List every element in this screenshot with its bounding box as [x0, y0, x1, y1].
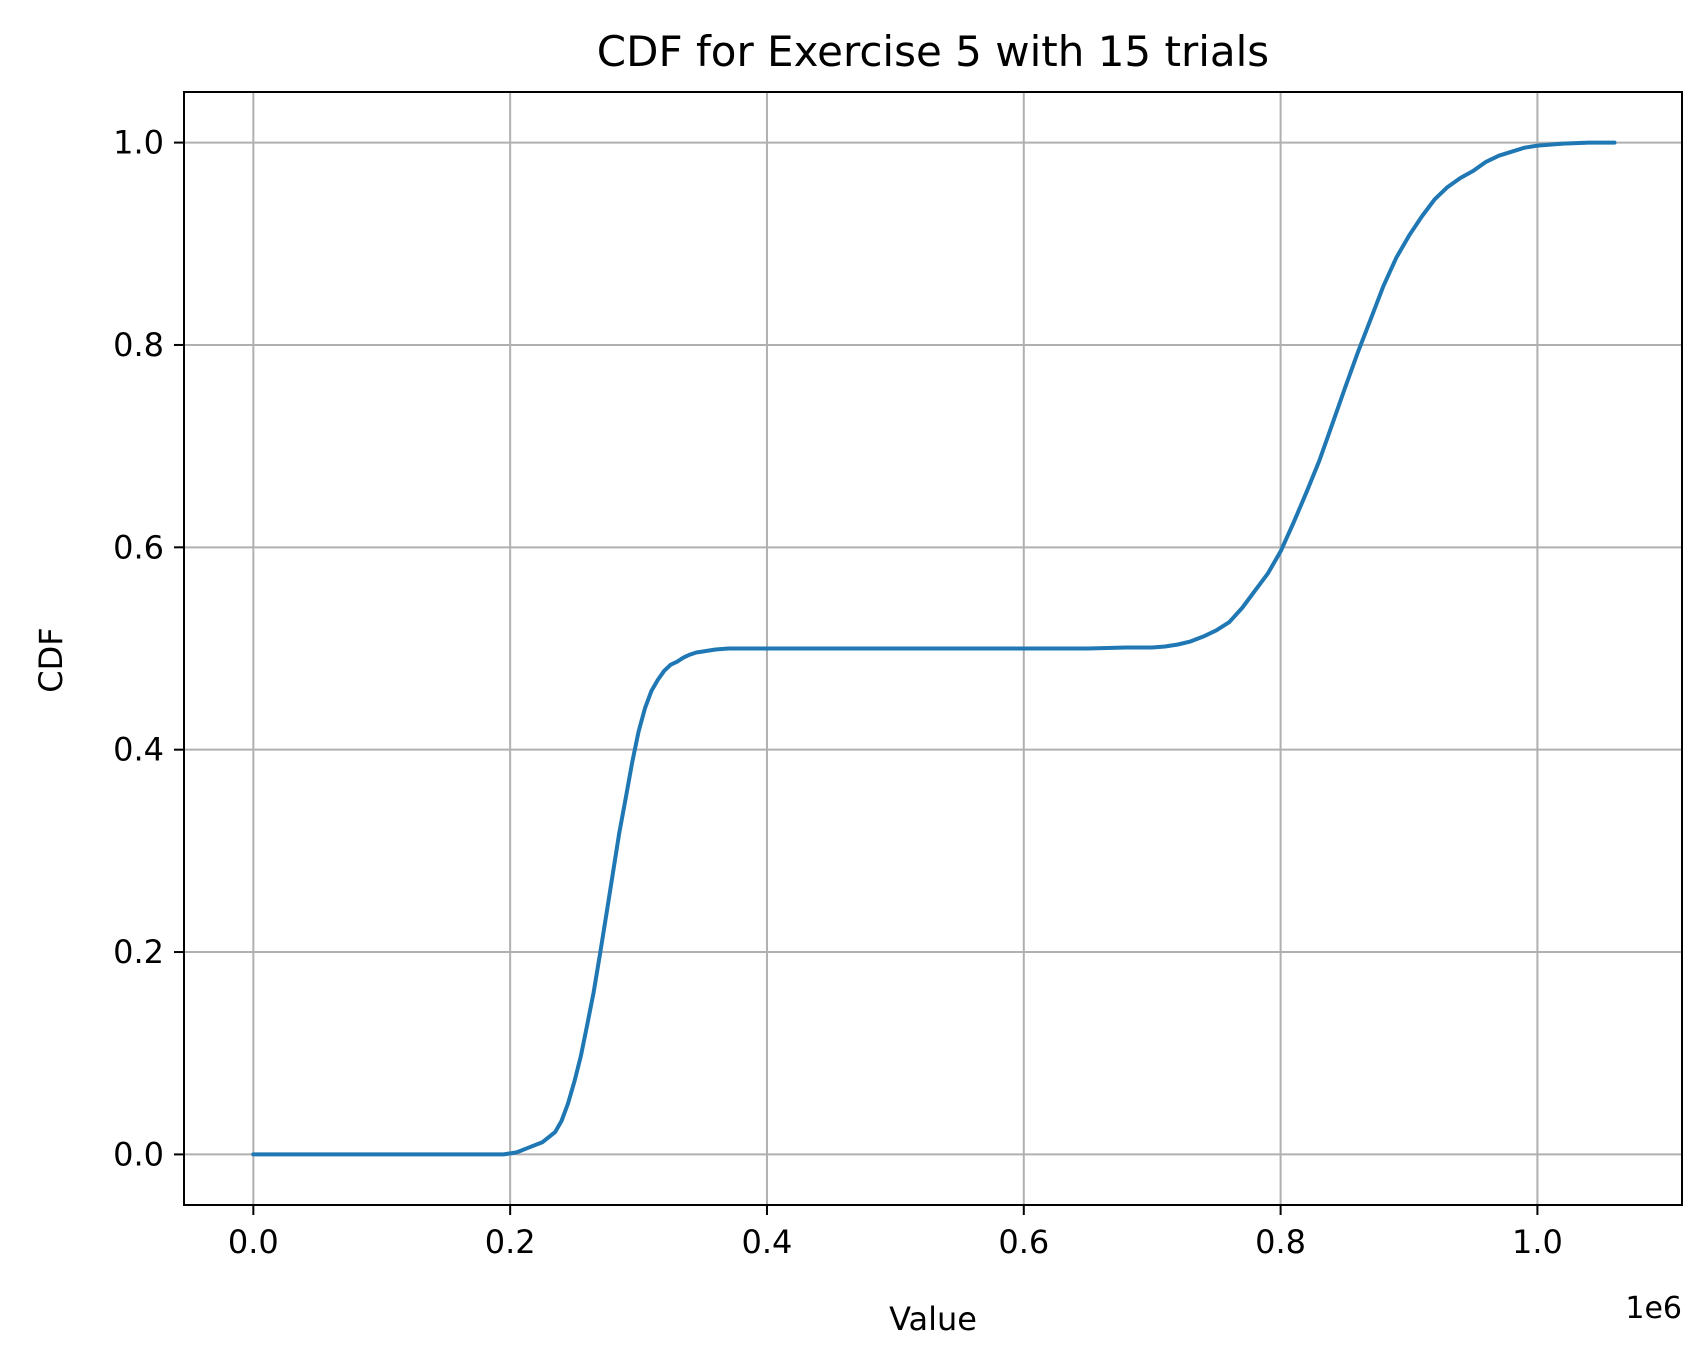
x-axis-offset-label: 1e6 — [1625, 1291, 1682, 1326]
y-tick-label: 0.4 — [113, 731, 164, 769]
y-tick-label: 0.6 — [113, 528, 164, 566]
y-tick-label: 0.8 — [113, 326, 164, 364]
y-axis-label: CDF — [32, 627, 70, 692]
x-tick-label: 0.0 — [228, 1223, 279, 1261]
cdf-series-line — [251, 140, 1617, 1157]
y-tick-label: 1.0 — [113, 124, 164, 162]
data-series-group — [251, 140, 1617, 1157]
x-axis-label: Value — [889, 1300, 977, 1338]
x-tick-label: 1.0 — [1512, 1223, 1563, 1261]
y-tick-label: 0.2 — [113, 933, 164, 971]
x-tick-label: 0.6 — [998, 1223, 1049, 1261]
x-tick-label: 0.2 — [485, 1223, 536, 1261]
x-tick-label: 0.4 — [742, 1223, 793, 1261]
x-tick-label: 0.8 — [1255, 1223, 1306, 1261]
axis-ticks: 0.0 0.2 0.4 0.6 0.8 1.0 0.0 0.2 0.4 0.6 0.8 1.0 — [113, 124, 1563, 1261]
y-tick-label: 0.0 — [113, 1135, 164, 1173]
plot-area-frame — [183, 91, 1683, 1206]
chart-title: CDF for Exercise 5 with 15 trials — [597, 27, 1269, 76]
